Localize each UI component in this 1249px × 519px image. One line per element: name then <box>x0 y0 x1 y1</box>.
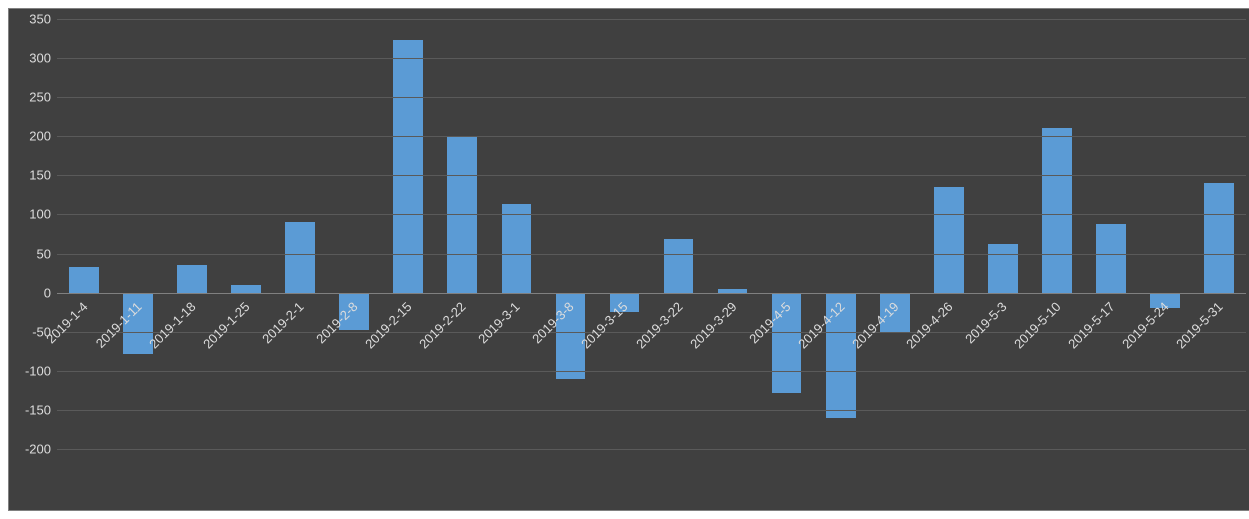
gridline <box>57 19 1246 20</box>
y-tick-label: 50 <box>37 246 51 261</box>
y-tick-label: -100 <box>25 363 51 378</box>
bar <box>664 239 694 292</box>
bar <box>177 265 207 292</box>
y-tick-label: -200 <box>25 442 51 457</box>
bar <box>502 204 532 292</box>
y-tick-label: 200 <box>29 129 51 144</box>
y-tick-label: 150 <box>29 168 51 183</box>
bar <box>231 285 261 293</box>
bar <box>1204 183 1234 292</box>
y-tick-label: 350 <box>29 12 51 27</box>
bar <box>393 40 423 293</box>
y-tick-label: 300 <box>29 51 51 66</box>
gridline <box>57 214 1246 215</box>
y-tick-label: 100 <box>29 207 51 222</box>
bar <box>988 244 1018 292</box>
gridline <box>57 58 1246 59</box>
gridline <box>57 175 1246 176</box>
gridline <box>57 293 1246 294</box>
bar <box>1096 224 1126 293</box>
bar <box>934 187 964 293</box>
gridline <box>57 97 1246 98</box>
y-tick-label: -150 <box>25 402 51 417</box>
y-tick-label: 0 <box>44 285 51 300</box>
bars-layer <box>57 19 1246 449</box>
y-tick-label: 250 <box>29 90 51 105</box>
gridline <box>57 449 1246 450</box>
gridline <box>57 136 1246 137</box>
gridline <box>57 410 1246 411</box>
bar <box>69 267 99 293</box>
plot-area: -200-150-100-500501001502002503003502019… <box>57 19 1246 449</box>
bar-chart: -200-150-100-500501001502002503003502019… <box>8 8 1249 511</box>
bar <box>1042 128 1072 292</box>
bar <box>285 222 315 292</box>
gridline <box>57 254 1246 255</box>
gridline <box>57 371 1246 372</box>
